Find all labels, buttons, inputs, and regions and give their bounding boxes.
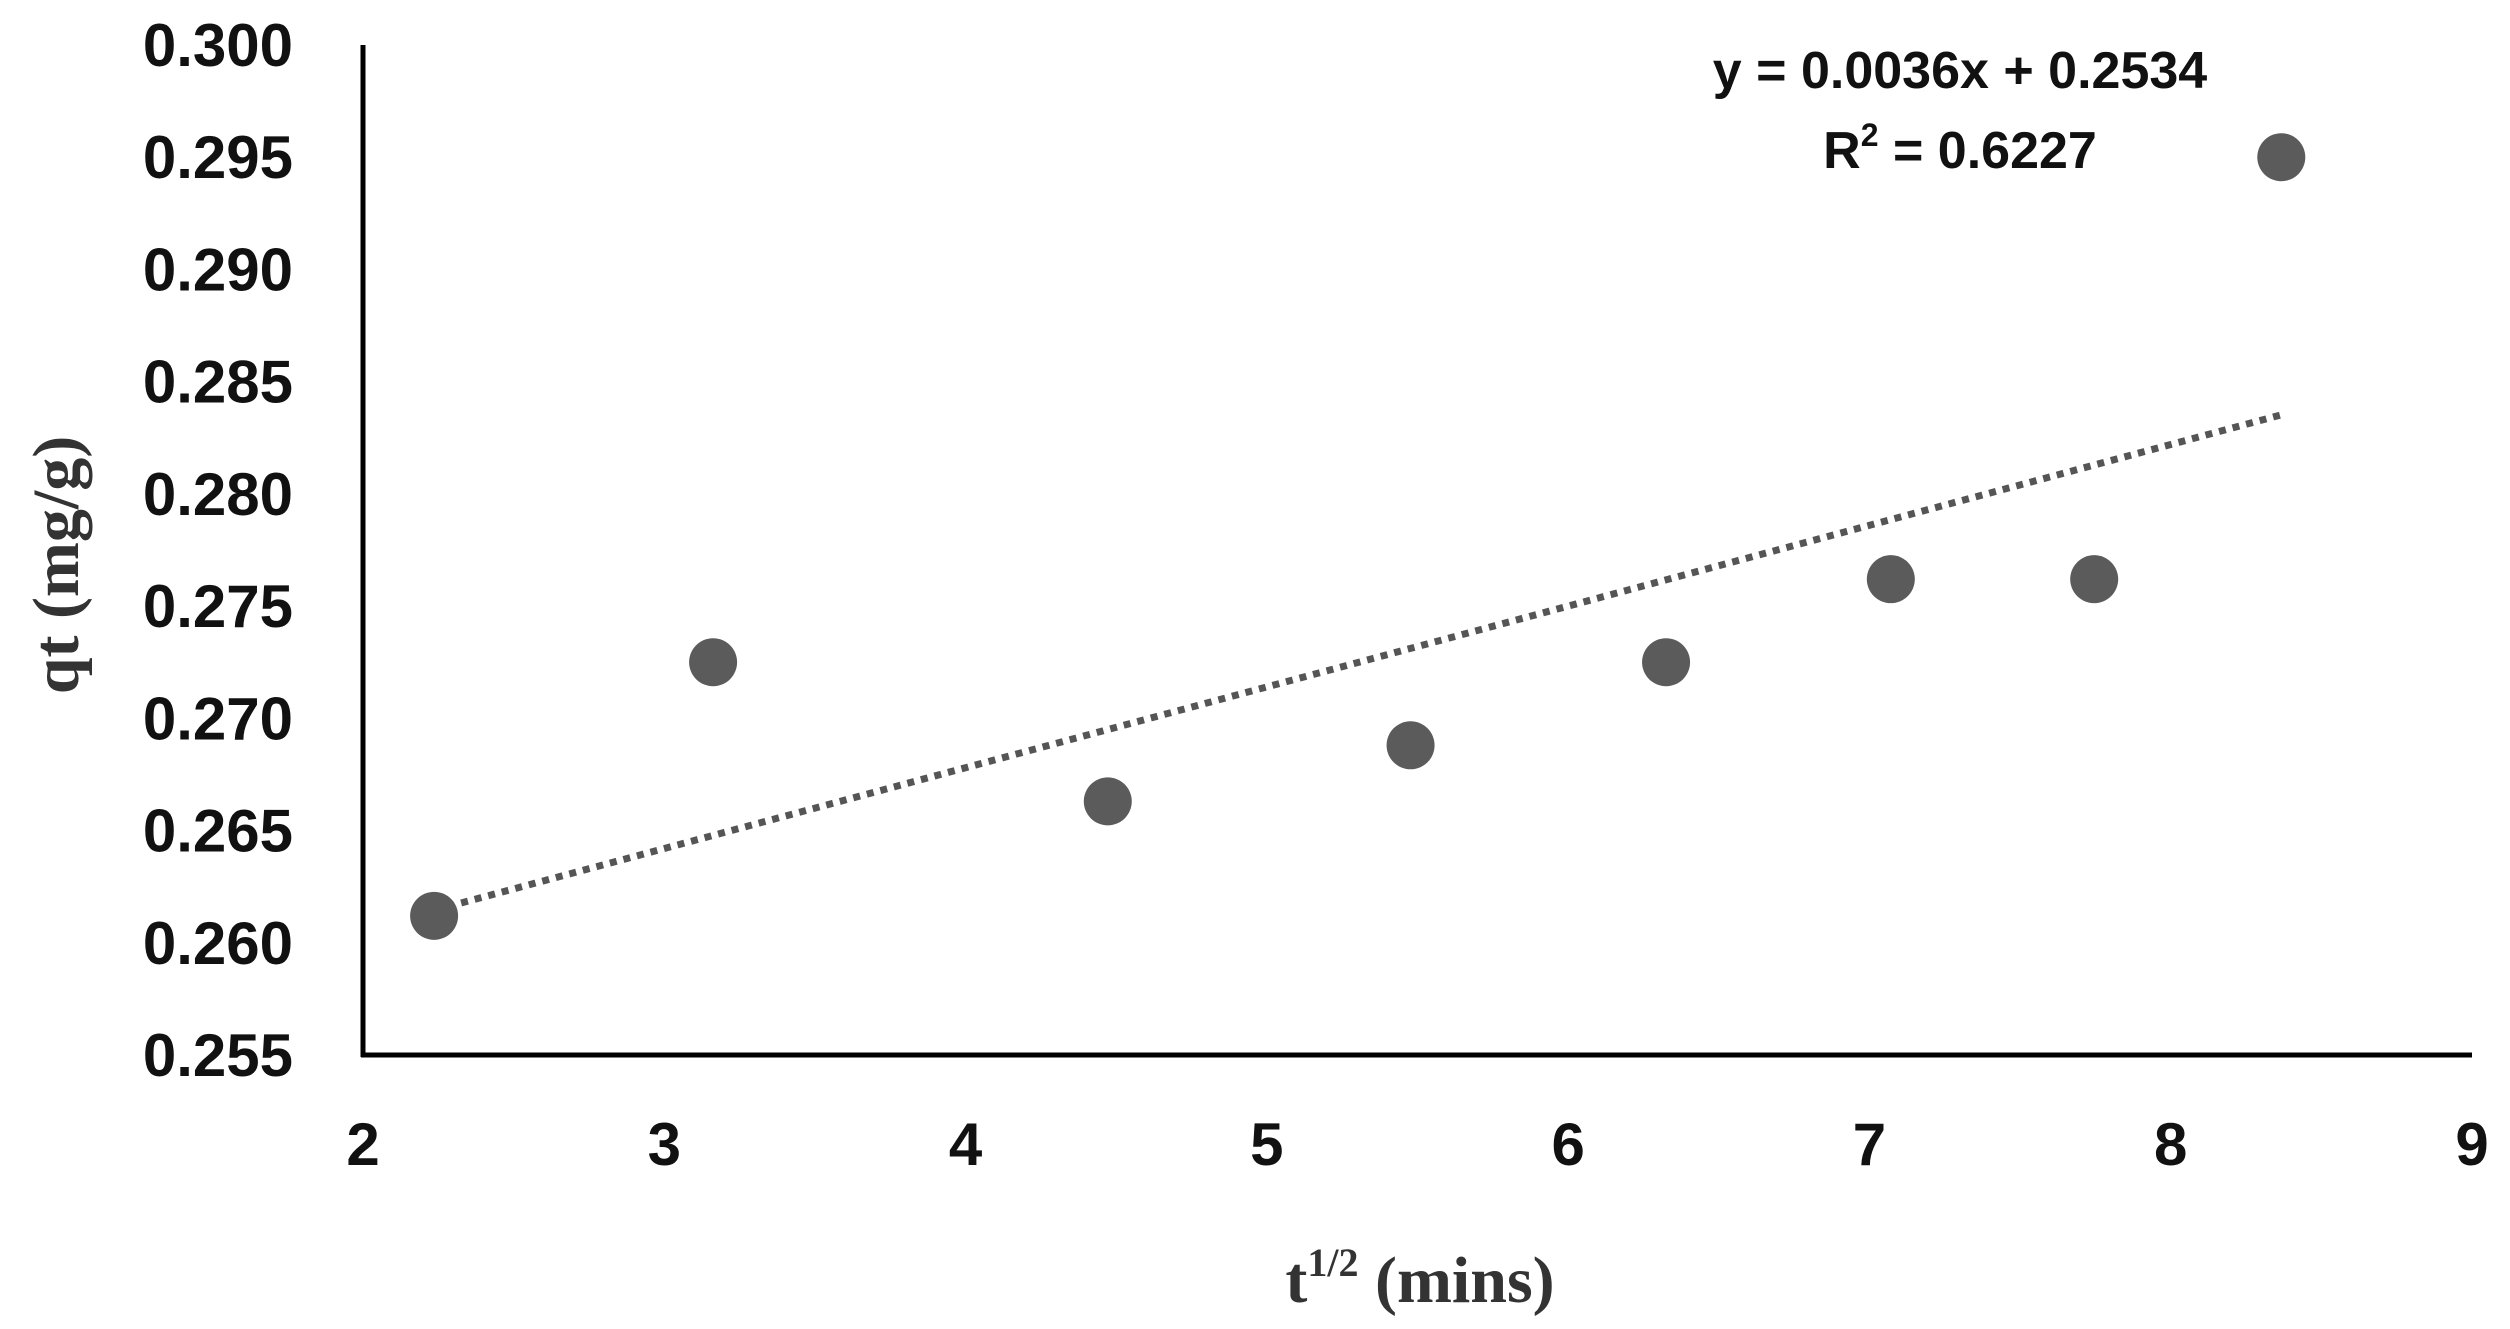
- y-tick-label: 0.290: [143, 236, 293, 303]
- data-point: [410, 891, 459, 940]
- y-tick-label: 0.260: [143, 910, 293, 977]
- data-point: [2257, 133, 2306, 182]
- trendline: [433, 411, 2283, 914]
- x-axis-title-superscript: 1/2: [1307, 1240, 1358, 1285]
- x-tick-label: 9: [2455, 1111, 2488, 1178]
- x-axis-title-base: t: [1285, 1244, 1307, 1317]
- data-point: [689, 638, 738, 687]
- y-tick-label: 0.285: [143, 349, 293, 416]
- y-axis-title: qt (mg/g): [20, 436, 93, 694]
- data-point: [1866, 555, 1915, 604]
- x-tick-label: 2: [346, 1111, 379, 1178]
- y-tick-label: 0.270: [143, 685, 293, 752]
- trendline-equation: y = 0.0036x + 0.2534: [1713, 42, 2208, 100]
- y-tick-label: 0.265: [143, 798, 293, 865]
- x-tick-label: 6: [1551, 1111, 1584, 1178]
- r-squared-value: = 0.6227: [1879, 122, 2097, 180]
- x-tick-label: 5: [1250, 1111, 1283, 1178]
- r-squared-base: R: [1823, 122, 1861, 180]
- x-tick-label: 3: [648, 1111, 681, 1178]
- y-tick-label: 0.280: [143, 461, 293, 528]
- y-tick-label: 0.255: [143, 1022, 293, 1089]
- x-tick-label: 8: [2154, 1111, 2187, 1178]
- data-point: [1083, 777, 1132, 826]
- r-squared-label: R2 = 0.6227: [1823, 117, 2097, 180]
- r-squared-superscript: 2: [1861, 117, 1879, 153]
- data-point: [2070, 555, 2119, 604]
- data-point: [1386, 721, 1435, 770]
- y-tick-label: 0.275: [143, 573, 293, 640]
- axes: [360, 45, 2472, 1058]
- x-tick-label: 7: [1853, 1111, 1886, 1178]
- x-axis-title: t1/2 (mins): [1285, 1240, 1554, 1317]
- data-points: [410, 133, 2306, 940]
- y-tick-label: 0.295: [143, 124, 293, 191]
- trendline-group: [433, 411, 2283, 914]
- data-point: [1642, 638, 1691, 687]
- tick-labels: 2 3 4 5 6 7 8 9 0.255 0.260 0.265 0.270 0.275 0.280 0.…: [143, 12, 2489, 1178]
- x-axis-title-units: (mins): [1358, 1244, 1554, 1317]
- y-tick-label: 0.300: [143, 12, 293, 79]
- x-tick-label: 4: [949, 1111, 983, 1178]
